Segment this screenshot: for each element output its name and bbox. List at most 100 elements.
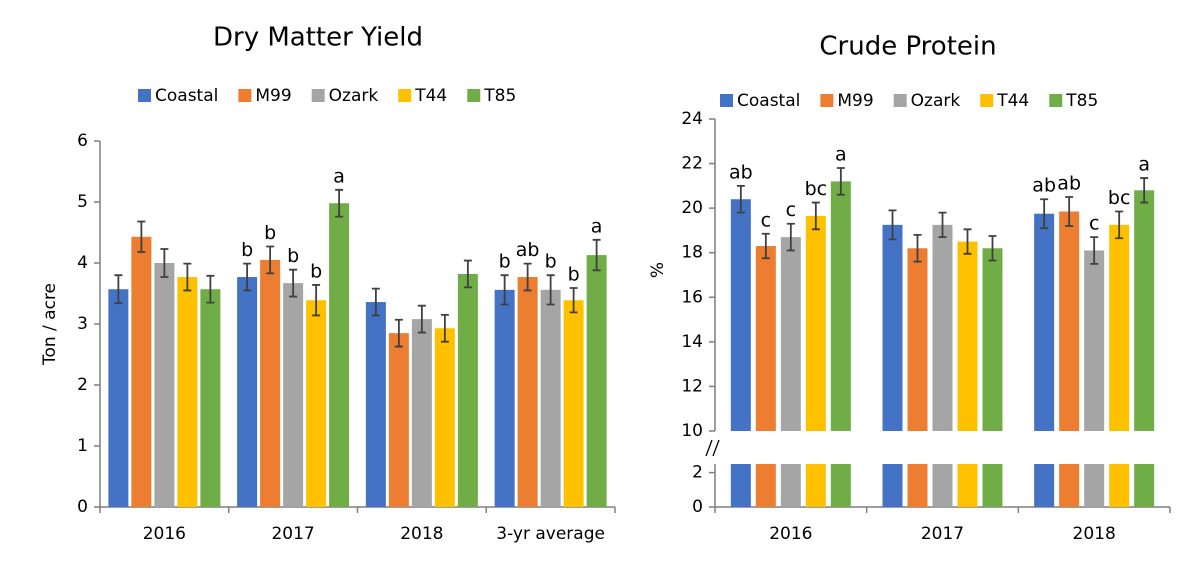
bar-lower [1084,464,1105,507]
error-bar [394,318,403,348]
bar-lower [1059,464,1080,507]
bar [457,273,478,507]
bar [540,289,561,507]
error-bar [1040,198,1049,230]
y-tick-label: 0 [692,497,703,517]
error-bar [463,259,472,289]
y-tick-label: 20 [681,198,703,218]
y-tick-label: 6 [77,131,88,151]
bar-lower [1109,464,1130,507]
bar-lower [755,464,776,507]
error-bar [417,304,426,334]
bar-lower [1134,464,1155,507]
significance-letter: b [241,239,253,261]
legend-swatch [820,94,834,107]
bar [517,277,538,507]
bar [907,248,928,431]
legend-label: Ozark [911,91,961,111]
x-tick-label: 2018 [400,524,443,544]
significance-letter: b [287,245,299,267]
significance-letter: b [568,264,580,286]
bar [260,259,281,507]
y-tick-label: 2 [692,463,703,483]
significance-letter: a [591,215,603,237]
significance-letter: c [761,209,771,231]
bar [730,199,751,431]
bar [108,289,129,507]
bar-lower [1034,464,1055,507]
error-bar [761,232,770,260]
significance-letter: ab [1057,173,1081,195]
y-axis-label: Ton / acre [40,283,60,366]
x-tick-label: 2016 [143,524,186,544]
bar [365,302,386,507]
significance-letter: ab [516,239,540,261]
bar [388,333,409,507]
error-bar [500,274,509,306]
bar [780,237,801,431]
legend-label: T85 [483,86,516,106]
error-bar [335,188,344,218]
significance-letter: b [310,260,322,282]
bar-lower [882,464,903,507]
bar [237,277,258,507]
error-bar [183,262,192,292]
axis-break [705,439,720,457]
bar [494,289,515,507]
error-bar [569,287,578,314]
y-tick-label: 0 [77,497,88,517]
y-tick-label: 18 [681,243,703,263]
significance-letter: b [545,251,557,273]
bar-lower [957,464,978,507]
bar-lower [907,464,928,507]
error-bar [1065,196,1074,227]
chart-title: Crude Protein [819,32,996,62]
error-bar [913,233,922,263]
y-tick-label: 2 [77,375,88,395]
legend-label: T85 [1065,91,1098,111]
significance-letter: c [786,199,796,221]
legend-swatch [1049,94,1063,107]
y-tick-label: 22 [681,154,703,174]
error-bar [836,167,845,196]
bar [957,241,978,431]
y-tick-label: 4 [77,253,88,273]
significance-letter: bc [1108,187,1131,209]
error-bar [440,313,449,343]
legend-label: Coastal [155,86,218,106]
error-bar [736,184,745,214]
error-bar [114,274,123,305]
x-tick-label: 2018 [1073,524,1116,544]
bar [411,319,432,507]
legend-label: T44 [996,91,1029,111]
y-tick-label: 5 [77,192,88,212]
legend-swatch [398,89,412,102]
error-bar [963,228,972,255]
error-bar [888,209,897,241]
error-bar [1115,210,1124,240]
y-axis-label: % [648,262,668,278]
x-tick-label: 3-yr average [496,524,605,544]
x-tick-label: 2016 [769,524,812,544]
legend-label: Ozark [329,86,379,106]
bar [131,236,152,507]
error-bar [786,222,795,252]
legend-swatch [980,94,994,107]
y-tick-label: 24 [681,109,703,129]
legend-swatch [893,94,907,107]
bar-lower [730,464,751,507]
significance-letter: b [499,251,511,273]
bar [805,215,826,431]
error-bar [592,238,601,272]
legend-label: M99 [837,91,873,111]
significance-letter: ab [729,161,753,183]
bar [1034,213,1055,431]
bar [563,300,584,507]
legend-swatch [138,89,151,102]
bar [586,255,607,507]
y-tick-label: 16 [681,287,703,307]
y-tick-label: 12 [681,376,703,396]
bar [200,289,221,507]
significance-letter: bc [805,178,828,200]
